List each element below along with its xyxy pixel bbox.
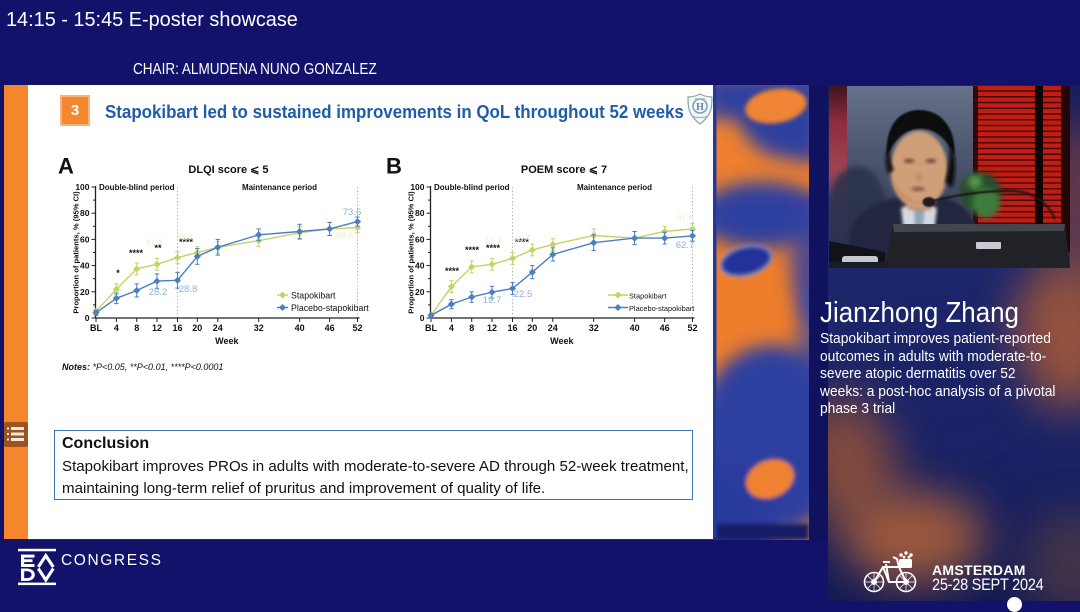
svg-text:60: 60 [80, 234, 90, 244]
svg-text:68.6: 68.6 [337, 230, 354, 240]
svg-text:****: **** [465, 245, 480, 255]
svg-text:19.7: 19.7 [483, 295, 502, 306]
svg-text:28.8: 28.8 [179, 284, 198, 295]
svg-text:16: 16 [172, 323, 182, 333]
svg-text:4: 4 [449, 323, 454, 333]
svg-text:41.3: 41.3 [485, 236, 502, 246]
svg-text:32: 32 [589, 323, 599, 333]
svg-text:41.4: 41.4 [146, 237, 163, 247]
svg-text:Week: Week [550, 336, 574, 346]
svg-text:52: 52 [687, 323, 697, 333]
svg-text:DLQI score ⩽ 5: DLQI score ⩽ 5 [188, 164, 268, 176]
svg-text:****: **** [445, 266, 460, 276]
svg-text:Maintenance period: Maintenance period [242, 183, 317, 192]
svg-text:20: 20 [192, 323, 202, 333]
svg-text:40: 40 [630, 323, 640, 333]
svg-text:Week: Week [215, 336, 239, 346]
svg-text:H: H [696, 102, 704, 113]
svg-text:22.5: 22.5 [514, 289, 533, 300]
svg-text:8: 8 [134, 323, 139, 333]
svg-text:28.2: 28.2 [149, 287, 168, 298]
svg-text:24: 24 [548, 323, 558, 333]
svg-text:40: 40 [415, 261, 425, 271]
svg-text:8: 8 [469, 323, 474, 333]
svg-text:BL: BL [425, 323, 437, 333]
svg-text:0: 0 [85, 313, 90, 323]
svg-text:46.4: 46.4 [177, 232, 194, 242]
svg-text:Stapokibart: Stapokibart [291, 291, 336, 301]
svg-text:80: 80 [80, 208, 90, 218]
svg-text:20: 20 [80, 287, 90, 297]
svg-text:****: **** [179, 237, 194, 247]
svg-text:**: ** [154, 243, 162, 253]
svg-text:12: 12 [487, 323, 497, 333]
svg-text:67.6: 67.6 [677, 212, 694, 222]
svg-text:Proportion of patients, % (95%: Proportion of patients, % (95% CI) [407, 191, 416, 314]
svg-text:Maintenance period: Maintenance period [577, 183, 652, 192]
svg-text:****: **** [515, 237, 530, 247]
svg-text:32: 32 [254, 323, 264, 333]
svg-text:100: 100 [410, 182, 424, 192]
svg-text:0: 0 [420, 313, 425, 323]
svg-text:16: 16 [507, 323, 517, 333]
svg-text:46: 46 [660, 323, 670, 333]
svg-text:BL: BL [90, 323, 102, 333]
svg-text:80: 80 [415, 208, 425, 218]
svg-text:Proportion of patients, % (95%: Proportion of patients, % (95% CI) [72, 191, 81, 314]
svg-text:100: 100 [75, 182, 89, 192]
svg-text:20: 20 [527, 323, 537, 333]
svg-text:A: A [58, 154, 74, 179]
svg-text:60: 60 [415, 234, 425, 244]
svg-text:45.4: 45.4 [514, 233, 531, 243]
svg-text:62.7: 62.7 [676, 240, 695, 251]
svg-text:*: * [116, 268, 120, 278]
svg-text:20: 20 [415, 287, 425, 297]
svg-text:40: 40 [295, 323, 305, 333]
svg-text:Placebo-stapokibart: Placebo-stapokibart [629, 304, 694, 313]
svg-text:Double-blind period: Double-blind period [434, 183, 510, 192]
svg-text:73.6: 73.6 [343, 207, 362, 218]
svg-text:52: 52 [352, 323, 362, 333]
svg-text:4: 4 [114, 323, 119, 333]
svg-text:46: 46 [325, 323, 335, 333]
svg-text:40: 40 [80, 261, 90, 271]
svg-text:****: **** [486, 243, 501, 253]
svg-text:12: 12 [152, 323, 162, 333]
svg-text:Placebo-stapokibart: Placebo-stapokibart [291, 303, 369, 313]
svg-text:****: **** [129, 248, 144, 258]
svg-text:Double-blind period: Double-blind period [99, 183, 175, 192]
svg-text:POEM score ⩽ 7: POEM score ⩽ 7 [521, 164, 607, 176]
svg-text:24: 24 [213, 323, 223, 333]
svg-text:B: B [386, 154, 402, 179]
svg-text:Stapokibart: Stapokibart [629, 292, 666, 301]
